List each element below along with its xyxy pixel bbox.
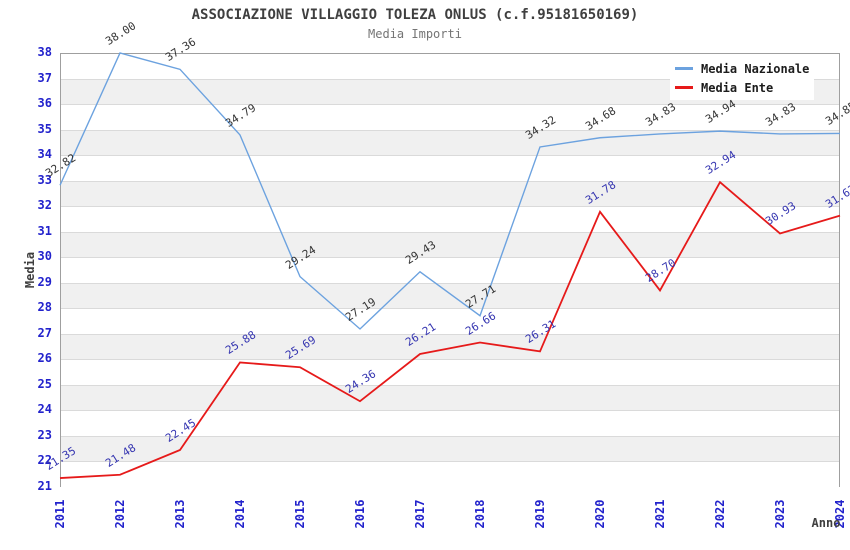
y-tick-label: 22 xyxy=(37,453,52,468)
x-tick-label: 2014 xyxy=(233,499,247,529)
plot-band xyxy=(61,309,839,335)
plot-band xyxy=(61,385,839,412)
gridline xyxy=(61,282,839,284)
plot-band xyxy=(61,232,839,259)
x-tick-label: 2018 xyxy=(473,499,487,529)
x-tick-label: 2017 xyxy=(413,499,427,529)
y-tick-label: 34 xyxy=(37,147,52,162)
gridline xyxy=(61,308,839,310)
x-tick-label: 2012 xyxy=(113,499,127,529)
x-tick-label: 2022 xyxy=(713,499,727,529)
gridline xyxy=(61,180,839,182)
plot-band xyxy=(61,283,839,310)
gridline xyxy=(61,461,839,463)
plot-band xyxy=(61,462,839,488)
x-tick-label: 2016 xyxy=(353,499,367,529)
gridline xyxy=(61,231,839,233)
x-tick-label: 2015 xyxy=(293,499,307,529)
x-tick-label: 2023 xyxy=(773,499,787,529)
y-tick-label: 26 xyxy=(37,351,52,366)
gridline xyxy=(61,410,839,412)
legend-item: Media Nazionale xyxy=(675,62,814,76)
legend-label: Media Nazionale xyxy=(701,61,810,76)
plot-band xyxy=(61,130,839,157)
gridline xyxy=(61,384,839,386)
y-tick-label: 29 xyxy=(37,274,52,289)
legend: Media Nazionale Media Ente xyxy=(670,56,814,100)
gridline xyxy=(61,257,839,259)
y-tick-label: 33 xyxy=(37,172,52,187)
y-tick-label: 38 xyxy=(37,45,52,59)
plot-band xyxy=(61,360,839,386)
x-tick-label: 2019 xyxy=(533,499,547,529)
x-axis-title: Anno xyxy=(811,516,841,530)
y-tick-label: 37 xyxy=(37,70,52,85)
y-tick-label: 32 xyxy=(37,198,52,213)
plot-band xyxy=(61,334,839,361)
gridline xyxy=(61,359,839,361)
y-tick-label: 24 xyxy=(37,402,52,417)
x-tick-label: 2020 xyxy=(593,499,607,529)
legend-swatch-icon xyxy=(675,86,693,89)
x-tick-label: 2011 xyxy=(53,499,67,529)
plot-band xyxy=(61,207,839,233)
plot-band xyxy=(61,181,839,208)
legend-swatch-icon xyxy=(675,67,693,70)
legend-item: Media Ente xyxy=(675,81,814,95)
gridline xyxy=(61,206,839,208)
chart-title: ASSOCIAZIONE VILLAGGIO TOLEZA ONLUS (c.f… xyxy=(191,7,639,23)
y-tick-label: 23 xyxy=(37,427,52,442)
y-tick-label: 27 xyxy=(37,325,52,340)
y-tick-label: 28 xyxy=(37,300,52,315)
x-tick-label: 2013 xyxy=(173,499,187,529)
y-tick-label: 31 xyxy=(37,223,52,238)
y-tick-label: 35 xyxy=(37,121,52,136)
x-tick-label: 2021 xyxy=(653,499,667,529)
gridline xyxy=(61,333,839,335)
y-tick-label: 25 xyxy=(37,376,52,391)
gridline xyxy=(61,129,839,131)
y-tick-label: 36 xyxy=(37,96,52,111)
y-tick-label: 30 xyxy=(37,249,52,264)
y-tick-label: 21 xyxy=(37,479,52,493)
chart-subtitle: Media Importi xyxy=(368,27,462,41)
plot-band xyxy=(61,258,839,284)
y-axis-title: Media xyxy=(23,251,37,289)
